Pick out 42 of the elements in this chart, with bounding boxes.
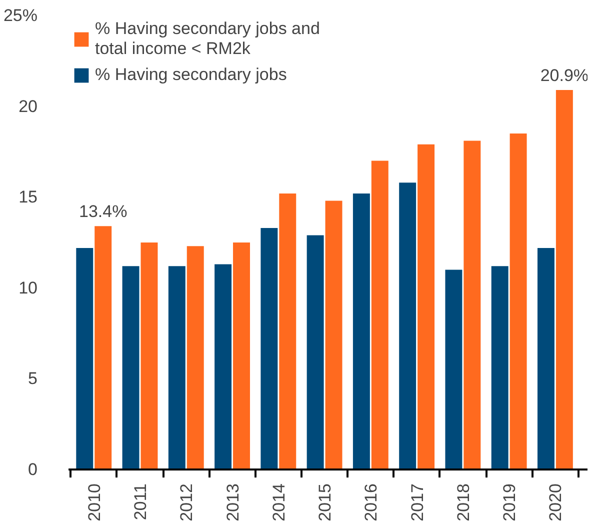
bar: [325, 200, 342, 470]
bar: [76, 248, 94, 470]
y-tick-label: 20: [18, 96, 38, 116]
y-tick-label: 0: [28, 460, 38, 479]
x-tick-label: 2019: [500, 483, 520, 522]
bar: [399, 182, 416, 470]
x-tick-label: 2012: [177, 483, 196, 522]
legend-label: % Having secondary jobs and total income < RM2k: [95, 19, 320, 59]
bar: [510, 134, 527, 470]
bar: [464, 140, 481, 470]
bar: [168, 266, 186, 470]
bar: [352, 193, 370, 470]
legend-label: % Having secondary jobs: [95, 65, 287, 85]
x-tick-label: 2010: [84, 483, 104, 522]
x-tick-label: 2016: [362, 483, 381, 522]
x-tick-label: 2018: [454, 483, 473, 522]
bar: [306, 235, 324, 470]
bar: [371, 160, 388, 470]
x-tick-label: 2014: [269, 483, 288, 522]
bar: [491, 266, 508, 470]
bar: [418, 144, 435, 470]
data-label: 13.4%: [79, 202, 128, 222]
y-tick-label: 5: [28, 369, 38, 388]
bar: [445, 270, 462, 470]
bar: [260, 228, 278, 470]
bar: [214, 264, 232, 470]
x-tick-label: 2011: [131, 483, 150, 520]
x-tick-label: 2020: [546, 483, 566, 522]
bar: [556, 90, 573, 470]
bar: [233, 242, 250, 470]
bar: [140, 242, 158, 470]
x-tick-label: 2017: [408, 483, 427, 522]
y-tick-label: 15: [18, 188, 38, 207]
bar: [122, 266, 140, 470]
y-tick-label: 10: [18, 278, 38, 298]
bar: [279, 193, 296, 470]
y-tick-label: 25%: [3, 6, 38, 25]
bar: [537, 248, 554, 470]
x-tick-label: 2013: [223, 483, 242, 522]
bar: [94, 226, 112, 470]
x-tick-label: 2015: [316, 483, 335, 522]
bar: [186, 246, 204, 470]
